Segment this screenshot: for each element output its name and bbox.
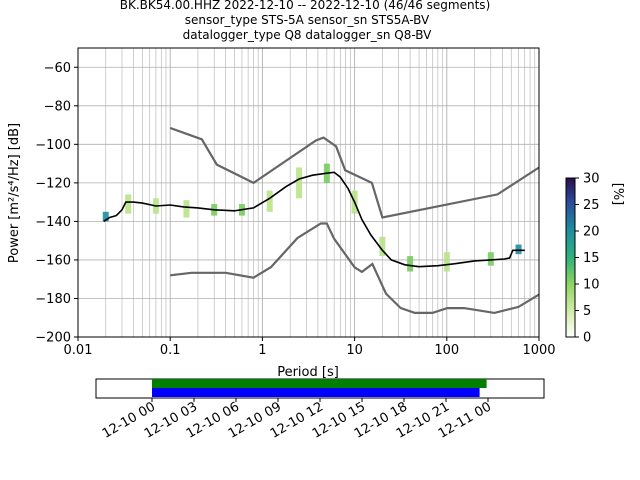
data-coverage [152, 379, 487, 397]
y-tick-label: −120 [35, 176, 71, 191]
colorbar-tick-label: 0 [583, 331, 591, 346]
y-tick-label: −80 [44, 99, 71, 114]
density-cell [125, 194, 132, 214]
density-cell [487, 252, 494, 266]
x-tick-label: 0.1 [160, 343, 181, 358]
density-cell [183, 200, 190, 218]
colorbar-tick-label: 25 [583, 198, 600, 213]
chart-title-line2: sensor_type STS-5A sensor_sn STS5A-BV [185, 13, 430, 27]
ppsd-density [102, 163, 522, 272]
density-cell [443, 252, 450, 272]
colorbar-tick-label: 5 [583, 304, 591, 319]
grid [77, 48, 539, 338]
plot-frame [77, 47, 540, 338]
density-cell [407, 256, 414, 272]
chart-title-line3: datalogger_type Q8 datalogger_sn Q8-BV [183, 28, 433, 42]
colorbar-ticks: 0 5 10 15 20 25 30 [575, 172, 600, 346]
colorbar-tick-label: 10 [583, 278, 600, 293]
colorbar [565, 177, 576, 338]
colorbar-tick-label: 15 [583, 251, 600, 266]
low-noise-model-line [170, 222, 539, 315]
y-axis-ticks: −60 −80 −100 −120 −140 −160 −180 −200 [35, 61, 78, 346]
y-tick-label: −140 [35, 215, 71, 230]
coverage-bar [152, 379, 487, 388]
chart-title-line1: BK.BK54.00.HHZ 2022-12-10 -- 2022-12-10 … [120, 0, 491, 12]
colorbar-tick-label: 30 [583, 172, 600, 187]
x-tick-label: 0.01 [64, 343, 93, 358]
colorbar-tick-label: 20 [583, 225, 600, 240]
mode-line [103, 171, 525, 268]
density-cell [102, 211, 109, 222]
x-axis-ticks: 0.01 0.1 1 10 100 1000 [64, 337, 556, 358]
coverage-bar [152, 388, 480, 397]
density-cell [266, 190, 273, 212]
x-tick-label: 1 [258, 343, 266, 358]
y-tick-label: −200 [35, 331, 71, 346]
y-tick-label: −60 [44, 61, 71, 76]
y-tick-label: −100 [35, 138, 71, 153]
x-tick-label: 10 [346, 343, 363, 358]
high-noise-model-line [169, 126, 539, 219]
x-tick-label: 1000 [522, 343, 555, 358]
y-tick-label: −180 [35, 292, 71, 307]
x-tick-label: 100 [434, 343, 459, 358]
x-axis-label: Period [s] [277, 365, 339, 380]
noise-models [169, 126, 539, 315]
density-cell [296, 167, 303, 199]
y-tick-label: −160 [35, 253, 71, 268]
mode-curve-group [103, 171, 525, 268]
density-cell [379, 236, 386, 257]
y-axis-label: Power [m²/s⁴/Hz] [dB] [7, 123, 22, 263]
colorbar-label: [%] [610, 183, 625, 206]
density-cell [515, 244, 522, 255]
